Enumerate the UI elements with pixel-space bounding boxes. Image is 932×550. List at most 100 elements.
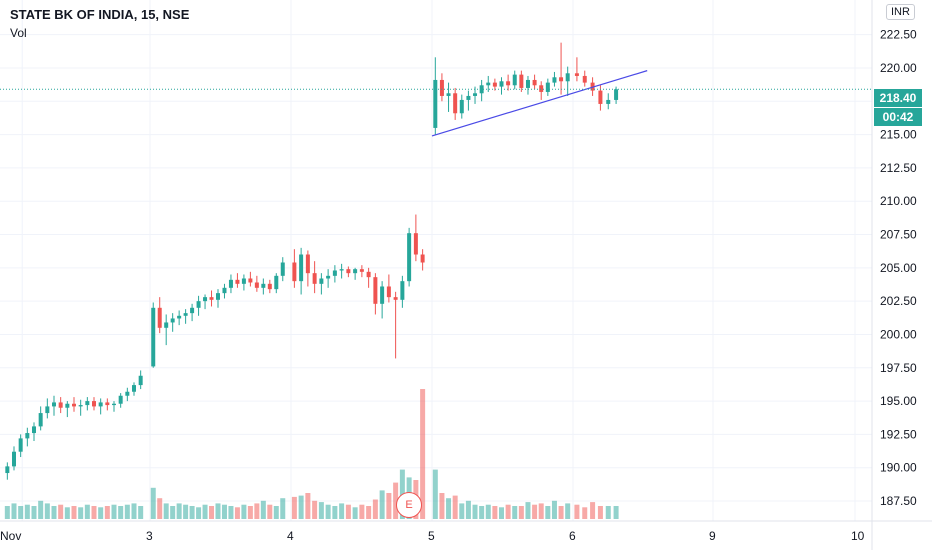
volume-bar xyxy=(91,506,97,519)
candle-body xyxy=(241,278,246,284)
candle-body xyxy=(18,438,23,452)
candle-body xyxy=(38,413,43,427)
volume-bar xyxy=(379,490,385,519)
volume-bar xyxy=(525,502,531,519)
volume-bar xyxy=(492,506,498,519)
candle-body xyxy=(25,433,30,439)
candle-body xyxy=(499,81,504,87)
volume-bar xyxy=(11,503,17,519)
volume-bar xyxy=(234,507,240,519)
candle-body xyxy=(228,279,233,288)
volume-bar xyxy=(254,503,260,519)
currency-badge[interactable]: INR xyxy=(886,4,915,20)
candle-body xyxy=(525,79,530,88)
candle-body xyxy=(582,75,587,83)
volume-indicator-label[interactable]: Vol xyxy=(10,26,27,40)
candle-body xyxy=(261,283,266,288)
candle-body xyxy=(539,85,544,92)
candle-body xyxy=(65,403,70,408)
volume-bar xyxy=(597,506,603,519)
volume-bar xyxy=(18,506,24,519)
candle-body xyxy=(280,262,285,276)
candle-body xyxy=(492,82,497,87)
volume-bar xyxy=(459,503,465,519)
candle-body xyxy=(332,270,337,276)
candle-body xyxy=(274,275,279,290)
volume-bar xyxy=(280,498,286,519)
volume-bar xyxy=(359,504,365,519)
volume-bar xyxy=(267,504,273,519)
candle-body xyxy=(339,269,344,271)
volume-bar xyxy=(312,500,318,519)
volume-bar xyxy=(157,498,163,519)
volume-bar xyxy=(499,507,504,519)
candle-body xyxy=(486,82,491,86)
volume-bar xyxy=(98,507,104,519)
volume-bar xyxy=(4,506,10,519)
volume-bar xyxy=(393,482,399,519)
x-tick-label: 6 xyxy=(569,529,576,543)
candle-body xyxy=(559,77,564,82)
volume-bar xyxy=(582,507,588,519)
volume-bar xyxy=(386,493,392,519)
candle-body xyxy=(92,401,96,407)
volume-bar xyxy=(202,504,208,519)
candle-body xyxy=(346,269,351,274)
volume-bar xyxy=(545,506,551,519)
earnings-marker[interactable]: E xyxy=(396,492,422,518)
volume-bar xyxy=(221,504,227,519)
y-tick-label: 190.00 xyxy=(880,461,917,475)
volume-bar xyxy=(150,487,156,519)
candle-body xyxy=(78,405,83,407)
candle-body xyxy=(305,254,310,274)
y-tick-label: 210.00 xyxy=(880,194,917,208)
volume-bar xyxy=(78,507,84,519)
volume-bar xyxy=(479,506,485,519)
candle-body xyxy=(216,293,220,300)
candle-body xyxy=(222,287,227,294)
candle-body xyxy=(433,79,438,128)
volume-bar xyxy=(518,506,524,519)
time-axis[interactable]: Nov 3 4 5 6 9 10 xyxy=(0,529,865,543)
candle-body xyxy=(366,271,371,278)
candle-body xyxy=(254,282,259,288)
candle-body xyxy=(138,375,143,386)
candle-body xyxy=(5,466,10,474)
candle-body xyxy=(439,79,444,96)
chart-legend: STATE BK OF INDIA, 15, NSE Vol xyxy=(10,6,189,42)
volume-bar xyxy=(163,503,169,519)
volume-bar xyxy=(512,506,518,519)
volume-bar xyxy=(170,506,176,519)
volume-bar xyxy=(183,504,189,519)
y-tick-label: 220.00 xyxy=(880,61,917,75)
volume-bar xyxy=(273,506,279,519)
candle-body xyxy=(52,402,56,407)
volume-bar xyxy=(131,503,137,519)
candle-body xyxy=(58,402,63,408)
candle-body xyxy=(248,278,253,283)
last-price-label: 218.40 xyxy=(874,89,922,107)
volume-bar xyxy=(64,507,70,519)
candle-body xyxy=(292,262,297,282)
candle-body xyxy=(386,286,391,298)
y-tick-label: 192.50 xyxy=(880,427,917,441)
volume-bar xyxy=(590,502,596,519)
volume-bar xyxy=(118,506,124,519)
volume-bar xyxy=(439,493,445,519)
candle-body xyxy=(125,391,130,396)
volume-bar xyxy=(298,495,304,519)
candle-body xyxy=(413,233,418,255)
volume-bar xyxy=(124,504,130,519)
candle-body xyxy=(466,95,471,100)
candle-body xyxy=(400,281,405,300)
candle-body xyxy=(190,307,195,314)
y-tick-label: 205.00 xyxy=(880,261,917,275)
candle-body xyxy=(209,297,214,300)
symbol-title[interactable]: STATE BK OF INDIA, 15, NSE xyxy=(10,7,190,22)
volume-bar xyxy=(345,504,351,519)
volume-bar xyxy=(532,504,538,519)
candle-body xyxy=(45,406,50,414)
y-tick-label: 207.50 xyxy=(880,228,917,242)
